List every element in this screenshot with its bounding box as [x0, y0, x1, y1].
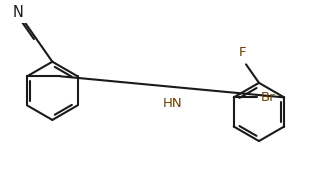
Text: Br: Br — [261, 91, 276, 104]
Text: F: F — [239, 46, 246, 59]
Text: HN: HN — [162, 97, 182, 110]
Text: N: N — [13, 5, 24, 20]
